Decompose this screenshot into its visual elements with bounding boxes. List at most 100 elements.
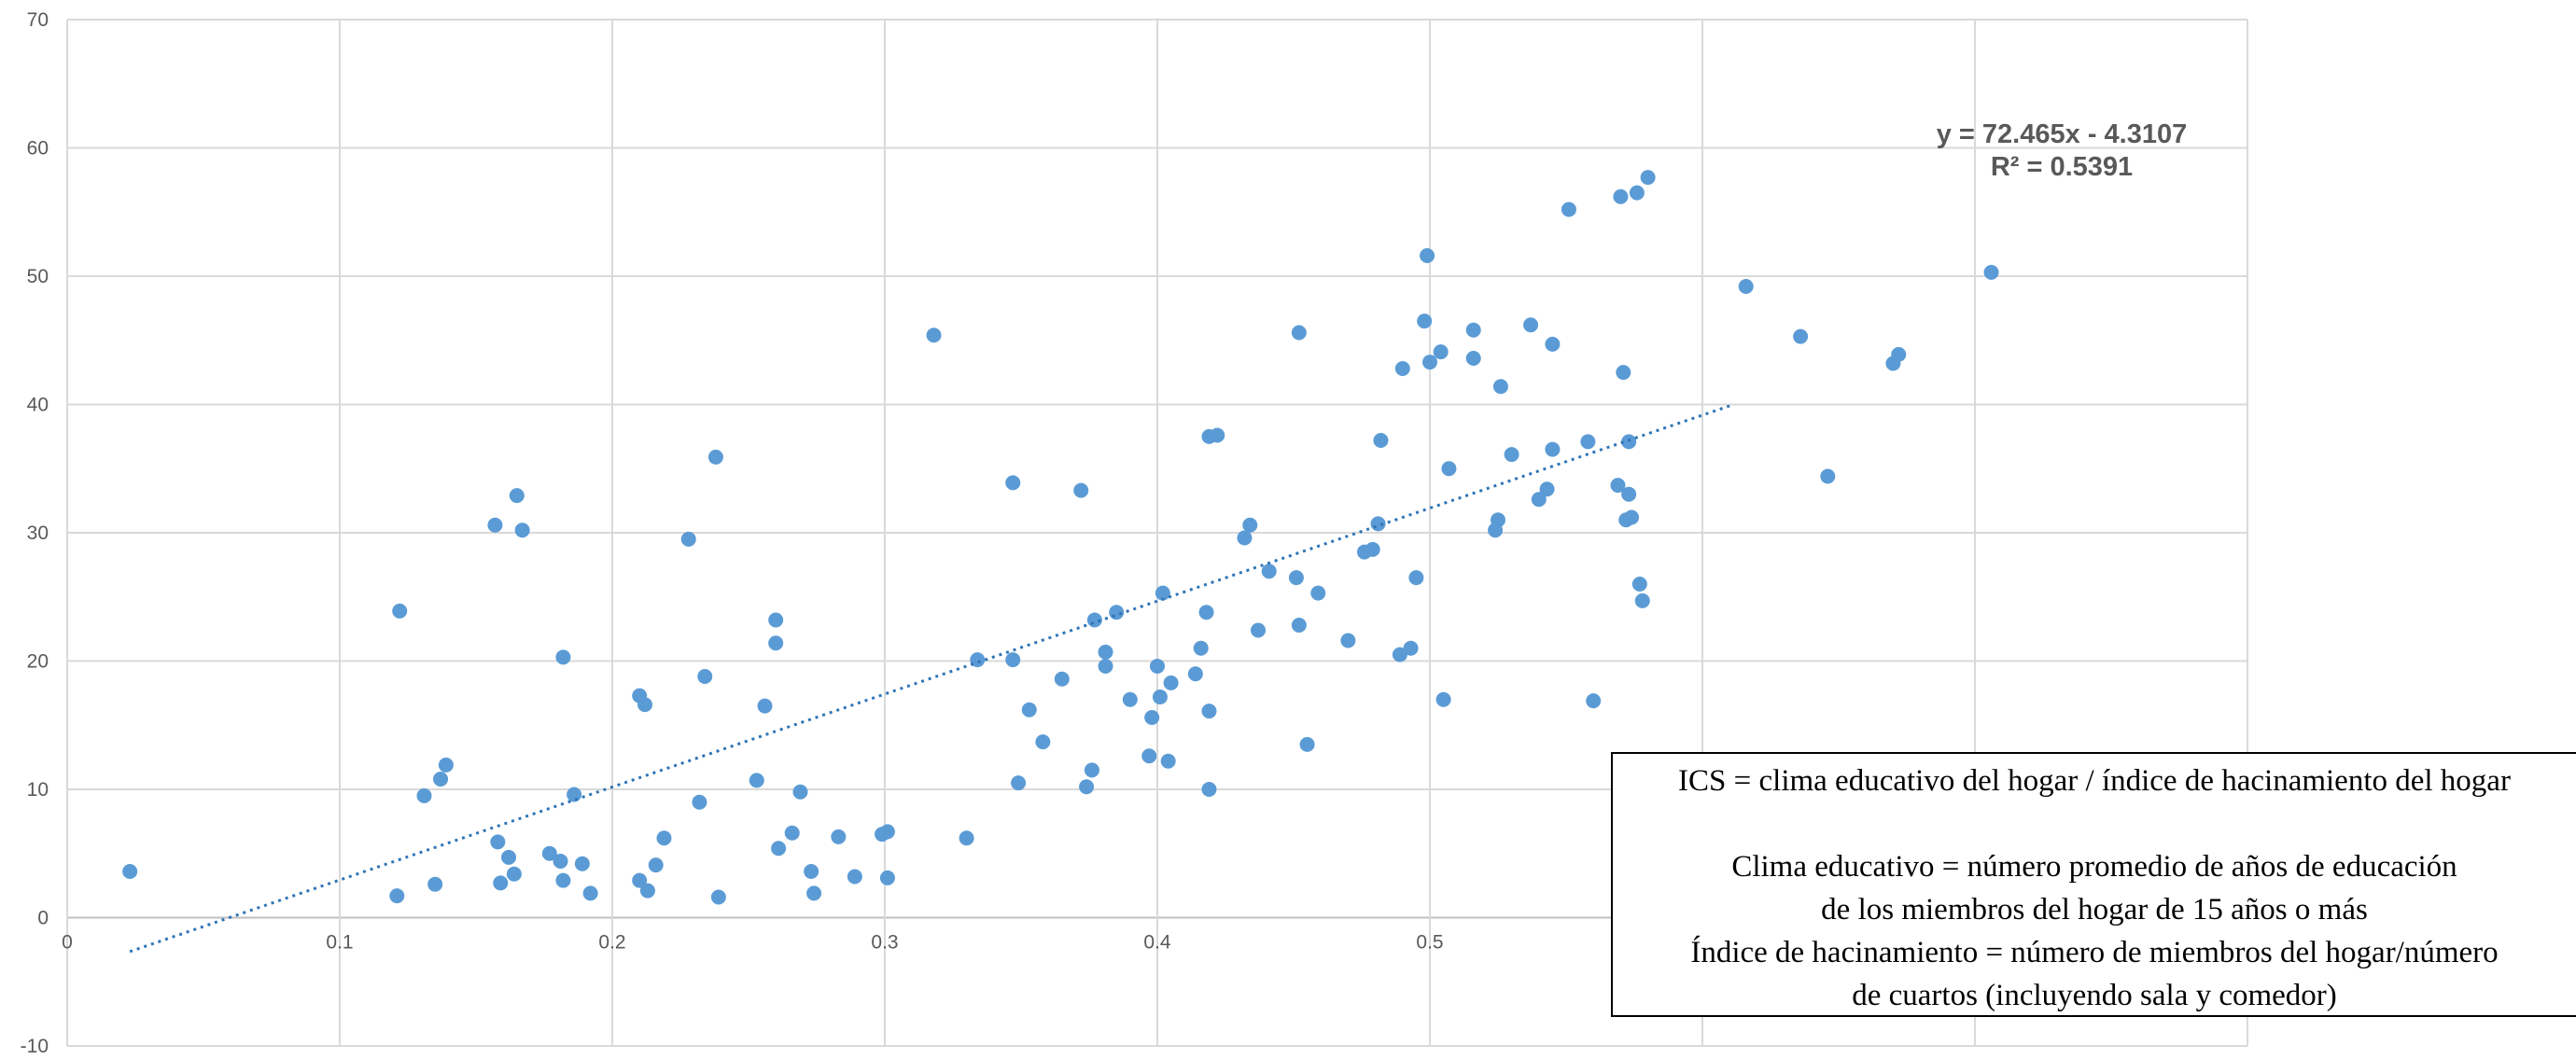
x-tick-label: 0.2: [598, 932, 625, 954]
data-point: [784, 825, 800, 841]
data-point: [1403, 640, 1419, 656]
y-tick-label: 70: [27, 9, 49, 31]
data-point: [427, 876, 443, 892]
data-point: [1392, 647, 1407, 662]
data-point: [1586, 693, 1602, 709]
data-point: [879, 870, 895, 885]
data-point: [1491, 512, 1505, 528]
data-point: [804, 864, 819, 879]
data-point: [1201, 704, 1217, 719]
definition-ics: ICS = clima educativo del hogar / índice…: [1613, 759, 2576, 802]
y-tick-label: 30: [27, 523, 49, 544]
data-point: [1545, 336, 1561, 352]
data-point: [632, 872, 648, 888]
data-point: [1539, 481, 1555, 497]
data-point: [509, 488, 525, 504]
data-point: [501, 849, 517, 865]
x-tick-label: 0: [62, 932, 73, 954]
data-point: [1251, 622, 1267, 638]
x-tick-label: 0.1: [326, 932, 353, 954]
y-tick-label: 0: [37, 908, 49, 929]
definition-hacinamiento-1: Índice de hacinamiento = número de miemb…: [1690, 936, 2499, 969]
data-point: [1098, 659, 1113, 674]
data-point: [1580, 434, 1596, 450]
data-point: [1616, 365, 1631, 381]
data-point: [1109, 605, 1125, 620]
data-point: [1144, 710, 1160, 725]
data-point: [1504, 447, 1519, 463]
data-point: [1299, 736, 1315, 752]
data-point: [514, 523, 530, 538]
data-point: [574, 856, 590, 871]
data-point: [1983, 264, 1999, 280]
data-point: [1408, 570, 1424, 586]
data-point: [506, 866, 522, 882]
definition-hacinamiento-2: de cuartos (incluyendo sala y comedor): [1852, 979, 2337, 1012]
data-point: [1201, 782, 1217, 797]
data-point: [1086, 612, 1102, 628]
data-point: [1613, 188, 1629, 204]
data-point: [1634, 592, 1650, 608]
data-point: [1422, 355, 1437, 370]
data-point: [1340, 633, 1356, 648]
y-tick-label: -10: [21, 1036, 49, 1057]
data-point: [553, 854, 568, 869]
data-point: [1150, 659, 1165, 674]
data-point: [487, 517, 503, 533]
data-point: [1545, 441, 1561, 457]
data-point: [768, 635, 784, 651]
data-point: [1465, 322, 1481, 338]
data-point: [879, 824, 895, 840]
data-point: [493, 875, 509, 891]
definition-clima-1: Clima educativo = número promedio de año…: [1731, 850, 2457, 884]
data-point: [692, 794, 707, 810]
data-point: [438, 757, 454, 773]
data-point: [1631, 577, 1647, 592]
data-point: [1242, 517, 1258, 533]
data-point: [1365, 541, 1380, 557]
data-point: [555, 872, 571, 888]
definition-clima-2: de los miembros del hogar de 15 años o m…: [1821, 893, 2368, 927]
data-point: [1291, 325, 1307, 341]
y-tick-label: 50: [27, 266, 49, 287]
data-point: [1098, 644, 1113, 660]
data-point: [1005, 475, 1021, 491]
data-point: [1084, 762, 1099, 778]
data-point: [1291, 618, 1307, 633]
data-point: [639, 883, 655, 899]
data-point: [757, 698, 773, 714]
data-point: [1155, 585, 1170, 601]
data-point: [1640, 170, 1656, 186]
data-point: [1187, 666, 1203, 682]
data-point: [771, 841, 787, 857]
y-tick-label: 10: [27, 779, 49, 801]
trend-equation: y = 72.465x - 4.3107: [1937, 119, 2187, 149]
data-point: [582, 885, 598, 901]
data-point: [1394, 361, 1410, 376]
data-point: [1820, 468, 1836, 484]
data-point: [697, 669, 713, 684]
data-point: [490, 834, 506, 850]
data-point: [1492, 379, 1508, 395]
tick-labels: -10 0 10 20 30 40 50 60 70 0 0.1 0.2 0.3 0.4 0.5: [21, 9, 1444, 1057]
data-point: [1005, 652, 1021, 668]
data-point: [1465, 351, 1481, 366]
data-point: [637, 697, 653, 713]
data-point: [1373, 433, 1389, 448]
data-points: [122, 170, 1999, 905]
data-point: [541, 845, 557, 861]
data-point: [1420, 248, 1435, 263]
data-point: [1288, 570, 1304, 586]
y-tick-label: 20: [27, 651, 49, 673]
data-point: [1054, 671, 1070, 687]
data-point: [1523, 317, 1539, 333]
y-tick-label: 40: [27, 395, 49, 416]
data-point: [1891, 346, 1907, 362]
data-point: [656, 830, 672, 846]
y-tick-label: 60: [27, 138, 49, 160]
data-point: [959, 830, 974, 846]
data-point: [1370, 516, 1386, 532]
data-point: [1122, 691, 1138, 707]
data-point: [1163, 675, 1179, 690]
data-point: [1738, 279, 1754, 294]
